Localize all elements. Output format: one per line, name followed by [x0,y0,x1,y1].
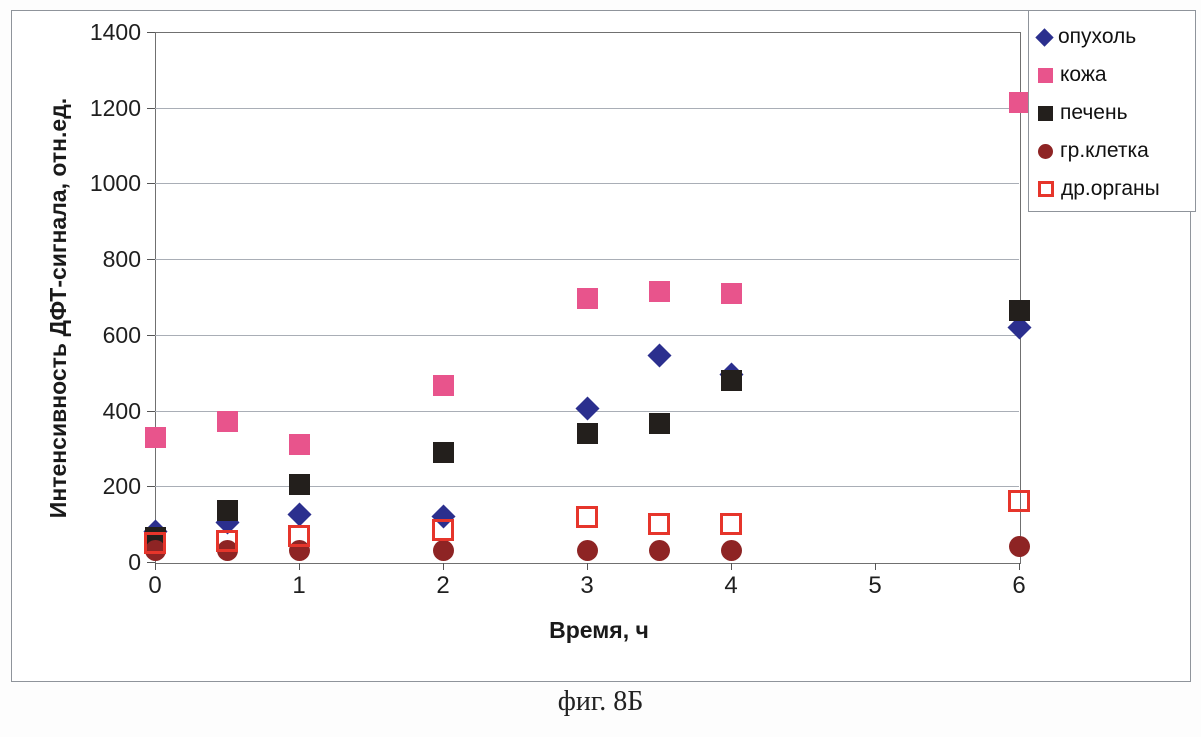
circle-marker [432,540,454,562]
square-marker [288,473,310,495]
square-marker [576,288,598,310]
legend-label: опухоль [1058,25,1137,48]
y-tick-label: 200 [102,473,141,500]
x-tick-label: 6 [1012,572,1026,599]
circle-marker [1008,536,1030,558]
gridline [155,259,1019,261]
square-icon [1038,105,1053,121]
circle-marker [648,540,670,562]
y-tick-mark [147,562,155,563]
x-tick-mark [1019,563,1020,570]
gridline [155,486,1019,488]
square-marker [720,282,742,304]
square-marker [144,426,166,448]
gridline [155,183,1019,185]
x-axis-title: Время, ч [549,617,649,643]
y-tick-label: 0 [128,549,141,575]
legend: опухоль кожа печень гр.клетка др.органы [1028,10,1196,212]
y-tick-label: 400 [102,397,141,424]
open-square-marker [648,513,670,536]
y-tick-mark [147,107,155,109]
legend-item-др.органы: др.органы [1029,170,1195,208]
legend-label: печень [1060,101,1128,124]
open-square-marker [144,532,166,555]
x-tick-label: 1 [292,572,306,599]
square-marker [720,369,742,391]
square-marker [648,280,670,302]
legend-label: кожа [1060,63,1107,86]
legend-label: др.органы [1061,177,1160,200]
y-tick-label: 1200 [89,94,141,121]
open-square-icon [1038,181,1054,197]
square-marker [216,411,238,433]
circle-marker [144,540,166,562]
x-tick-label: 5 [868,572,882,599]
square-marker [576,422,598,444]
legend-label: гр.клетка [1060,139,1149,162]
open-square-marker [1008,490,1030,513]
y-tick-mark [147,183,155,185]
x-tick-label: 4 [724,572,738,599]
square-marker [432,441,454,463]
legend-item-гр.клетка: гр.клетка [1029,132,1195,170]
y-tick-mark [147,32,155,33]
square-marker [432,375,454,397]
legend-item-кожа: кожа [1029,56,1195,94]
y-tick-label: 1400 [89,19,141,45]
open-square-marker [288,524,310,547]
y-tick-mark [147,410,155,412]
x-tick-mark [731,563,732,570]
legend-item-опухоль: опухоль [1029,18,1195,56]
x-tick-label: 3 [580,572,594,599]
legend-item-печень: печень [1029,94,1195,132]
x-tick-mark [155,563,156,570]
x-tick-mark [443,563,444,570]
open-square-marker [432,518,454,541]
y-tick-mark [147,334,155,336]
open-square-marker [576,505,598,528]
y-tick-mark [147,486,155,488]
x-tick-label: 0 [148,572,162,599]
y-axis-title: Интенсивность ДФТ-сигнала, отн.ед. [45,97,71,519]
square-marker [288,434,310,456]
open-square-marker [216,530,238,553]
gridline [155,334,1019,336]
x-tick-mark [299,563,300,570]
figure-caption: фиг. 8Б [557,686,644,717]
y-tick-label: 1000 [89,170,141,197]
square-marker [648,413,670,435]
y-tick-label: 600 [102,321,141,348]
circle-marker [576,540,598,562]
y-tick-mark [147,259,155,261]
y-tick-label: 800 [102,246,141,273]
square-icon [1038,67,1053,83]
x-tick-label: 2 [436,572,450,599]
square-marker [1008,299,1030,321]
square-marker [216,500,238,522]
circle-marker [720,540,742,562]
gridline [155,107,1019,109]
diamond-icon [1035,27,1054,47]
open-square-marker [720,513,742,536]
square-marker [1008,91,1030,113]
x-tick-mark [587,563,588,570]
x-tick-mark [875,563,876,570]
circle-icon [1038,143,1053,159]
